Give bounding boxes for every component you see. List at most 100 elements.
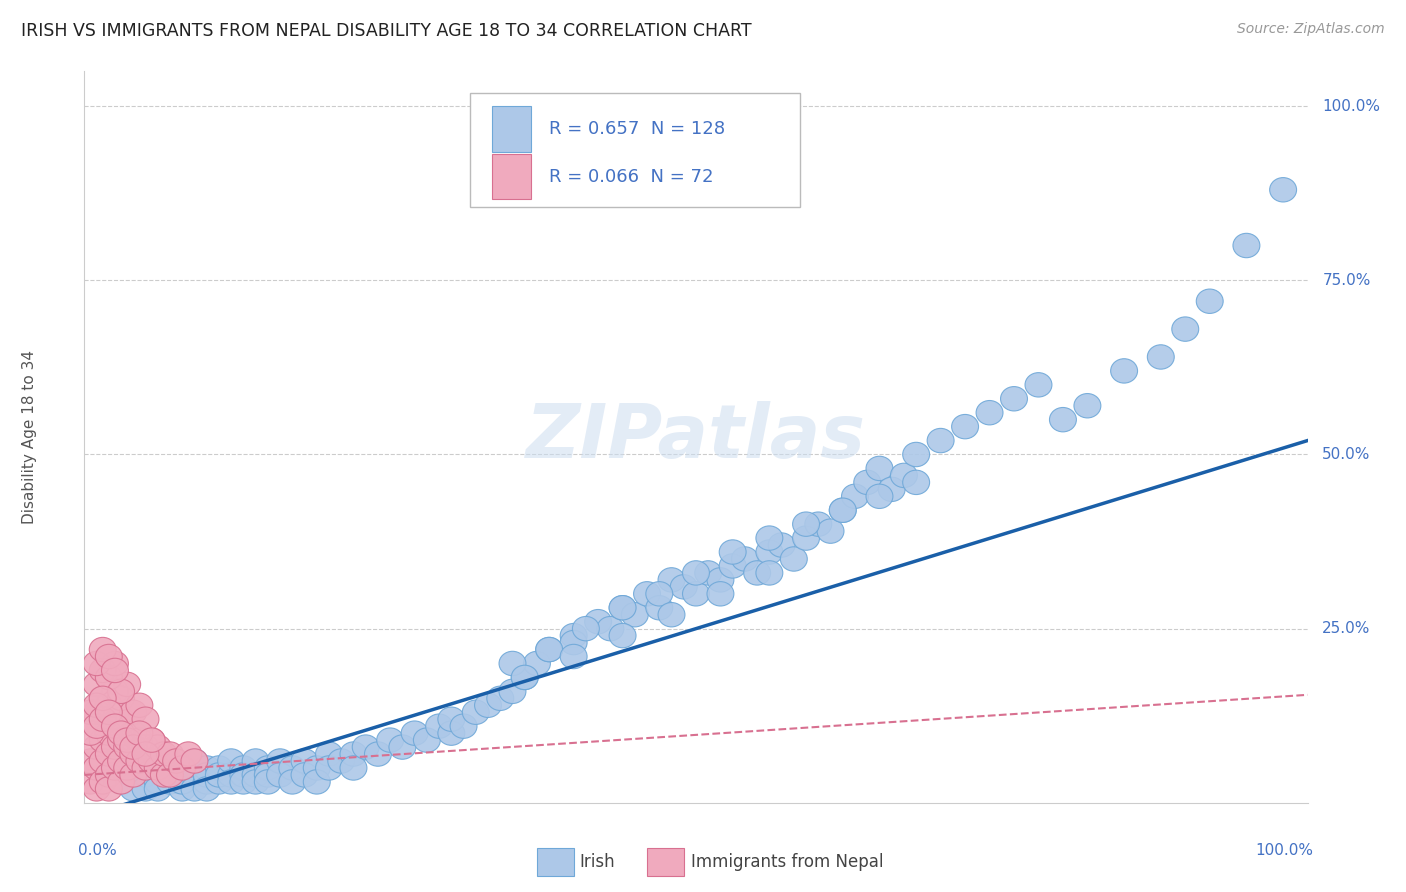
Ellipse shape bbox=[193, 756, 221, 780]
Ellipse shape bbox=[181, 748, 208, 773]
Ellipse shape bbox=[89, 658, 117, 682]
Ellipse shape bbox=[89, 686, 117, 711]
Ellipse shape bbox=[108, 721, 135, 746]
Ellipse shape bbox=[437, 721, 465, 746]
Ellipse shape bbox=[413, 728, 440, 752]
Ellipse shape bbox=[96, 763, 122, 787]
Ellipse shape bbox=[903, 442, 929, 467]
Ellipse shape bbox=[101, 651, 128, 675]
Ellipse shape bbox=[658, 567, 685, 592]
Ellipse shape bbox=[132, 707, 159, 731]
Ellipse shape bbox=[89, 686, 117, 711]
Ellipse shape bbox=[114, 728, 141, 752]
Ellipse shape bbox=[927, 428, 955, 453]
Text: Immigrants from Nepal: Immigrants from Nepal bbox=[692, 853, 883, 871]
Ellipse shape bbox=[108, 770, 135, 794]
Ellipse shape bbox=[218, 763, 245, 787]
Ellipse shape bbox=[682, 561, 710, 585]
Ellipse shape bbox=[328, 748, 354, 773]
Ellipse shape bbox=[364, 742, 391, 766]
Ellipse shape bbox=[291, 748, 318, 773]
Ellipse shape bbox=[169, 756, 195, 780]
Ellipse shape bbox=[1049, 408, 1077, 432]
Ellipse shape bbox=[83, 714, 110, 739]
Ellipse shape bbox=[145, 770, 172, 794]
Ellipse shape bbox=[83, 700, 110, 724]
Ellipse shape bbox=[842, 484, 869, 508]
Ellipse shape bbox=[83, 673, 110, 697]
Ellipse shape bbox=[866, 484, 893, 508]
Ellipse shape bbox=[315, 742, 343, 766]
Ellipse shape bbox=[756, 561, 783, 585]
Ellipse shape bbox=[645, 596, 672, 620]
Ellipse shape bbox=[108, 679, 135, 704]
Ellipse shape bbox=[340, 742, 367, 766]
Ellipse shape bbox=[132, 763, 159, 787]
Ellipse shape bbox=[77, 770, 104, 794]
Ellipse shape bbox=[866, 456, 893, 481]
Ellipse shape bbox=[218, 770, 245, 794]
Ellipse shape bbox=[145, 735, 172, 759]
Ellipse shape bbox=[486, 686, 513, 711]
Ellipse shape bbox=[127, 748, 153, 773]
Ellipse shape bbox=[231, 763, 257, 787]
Ellipse shape bbox=[89, 638, 117, 662]
Ellipse shape bbox=[96, 721, 122, 746]
Ellipse shape bbox=[756, 526, 783, 550]
Ellipse shape bbox=[242, 748, 269, 773]
Ellipse shape bbox=[138, 728, 165, 752]
Ellipse shape bbox=[174, 742, 202, 766]
Ellipse shape bbox=[389, 735, 416, 759]
Text: 100.0%: 100.0% bbox=[1256, 843, 1313, 858]
Ellipse shape bbox=[1001, 386, 1028, 411]
Ellipse shape bbox=[89, 707, 117, 731]
Ellipse shape bbox=[108, 728, 135, 752]
Ellipse shape bbox=[108, 770, 135, 794]
Ellipse shape bbox=[169, 756, 195, 780]
Ellipse shape bbox=[1074, 393, 1101, 418]
Ellipse shape bbox=[560, 624, 588, 648]
Ellipse shape bbox=[512, 665, 538, 690]
Ellipse shape bbox=[101, 735, 128, 759]
Ellipse shape bbox=[499, 679, 526, 704]
Ellipse shape bbox=[127, 693, 153, 717]
Ellipse shape bbox=[1025, 373, 1052, 397]
Ellipse shape bbox=[156, 763, 183, 787]
FancyBboxPatch shape bbox=[492, 106, 531, 152]
Ellipse shape bbox=[254, 756, 281, 780]
Ellipse shape bbox=[181, 777, 208, 801]
Ellipse shape bbox=[169, 777, 195, 801]
Ellipse shape bbox=[426, 714, 453, 739]
Ellipse shape bbox=[101, 679, 128, 704]
Ellipse shape bbox=[163, 748, 190, 773]
Ellipse shape bbox=[475, 693, 502, 717]
Ellipse shape bbox=[731, 547, 758, 571]
Ellipse shape bbox=[242, 770, 269, 794]
Ellipse shape bbox=[621, 602, 648, 627]
Ellipse shape bbox=[560, 631, 588, 655]
Ellipse shape bbox=[156, 763, 183, 787]
Ellipse shape bbox=[193, 777, 221, 801]
Ellipse shape bbox=[830, 498, 856, 523]
Ellipse shape bbox=[707, 567, 734, 592]
Ellipse shape bbox=[89, 748, 117, 773]
Ellipse shape bbox=[150, 763, 177, 787]
Ellipse shape bbox=[353, 735, 380, 759]
Ellipse shape bbox=[560, 644, 588, 669]
Ellipse shape bbox=[132, 756, 159, 780]
Ellipse shape bbox=[120, 756, 146, 780]
Ellipse shape bbox=[181, 763, 208, 787]
Ellipse shape bbox=[83, 756, 110, 780]
Ellipse shape bbox=[512, 665, 538, 690]
Ellipse shape bbox=[536, 638, 562, 662]
Ellipse shape bbox=[108, 707, 135, 731]
Ellipse shape bbox=[156, 742, 183, 766]
Ellipse shape bbox=[193, 770, 221, 794]
Ellipse shape bbox=[254, 763, 281, 787]
Ellipse shape bbox=[853, 470, 880, 494]
Text: Disability Age 18 to 34: Disability Age 18 to 34 bbox=[22, 350, 37, 524]
FancyBboxPatch shape bbox=[647, 848, 683, 876]
Ellipse shape bbox=[658, 602, 685, 627]
Ellipse shape bbox=[817, 519, 844, 543]
Ellipse shape bbox=[695, 561, 721, 585]
